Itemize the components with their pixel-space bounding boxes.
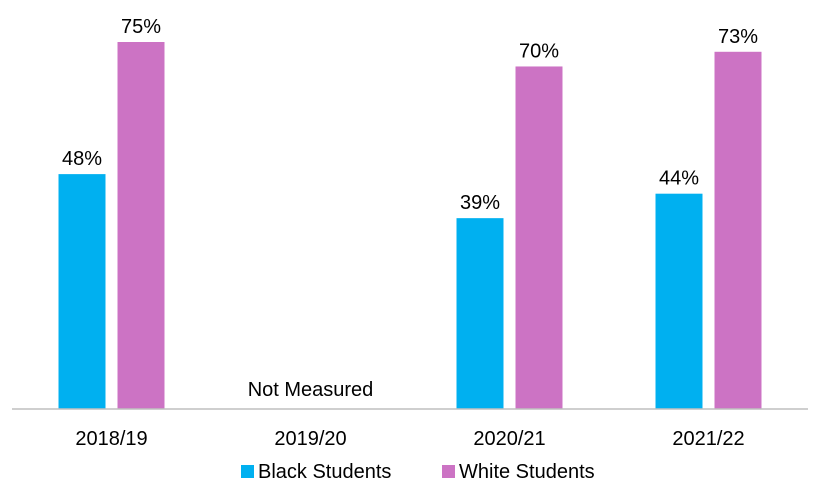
bar-data-label: 73% [718, 26, 758, 48]
bar-white-students [714, 51, 762, 409]
bar-data-label: 48% [62, 148, 102, 170]
x-tick-label: 2018/19 [75, 428, 147, 450]
bar-black-students [58, 174, 106, 409]
legend: Black Students White Students [241, 461, 595, 483]
legend-label: Black Students [258, 461, 391, 483]
x-tick-label: 2020/21 [473, 428, 545, 450]
legend-swatch [442, 465, 455, 478]
bar-labels-group: 48% 75% 39% 70% 44% 73% [62, 16, 758, 214]
bar-data-label: 75% [121, 16, 161, 38]
x-tick-labels: 2018/19 2019/20 2020/21 2021/22 [75, 428, 744, 450]
annotations-group: Not Measured [248, 379, 374, 401]
bar-black-students [655, 193, 703, 409]
bars-group [58, 42, 762, 409]
x-tick-label: 2021/22 [672, 428, 744, 450]
not-measured-annotation: Not Measured [248, 379, 374, 401]
bar-white-students [117, 42, 165, 409]
bar-black-students [456, 218, 504, 409]
legend-label: White Students [459, 461, 595, 483]
bar-data-label: 70% [519, 40, 559, 62]
bar-data-label: 39% [460, 192, 500, 214]
legend-swatch [241, 465, 254, 478]
bar-white-students [515, 66, 563, 409]
bar-data-label: 44% [659, 168, 699, 190]
x-tick-label: 2019/20 [274, 428, 346, 450]
